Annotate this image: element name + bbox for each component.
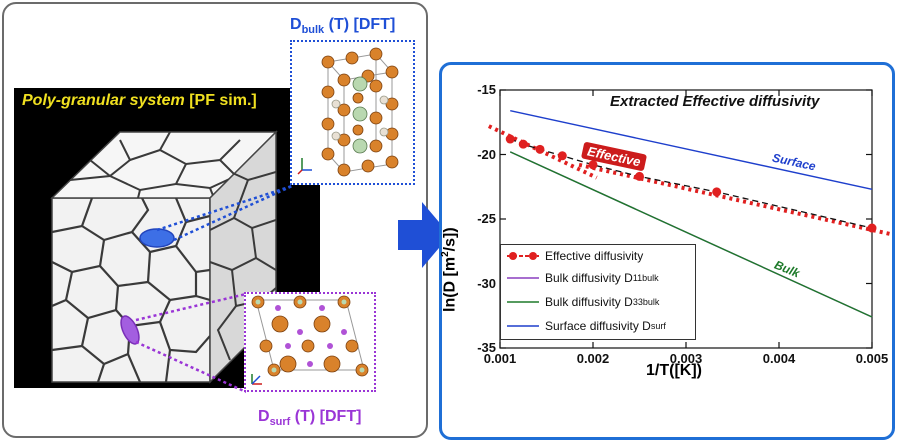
bulk-connector-line-2 <box>173 184 293 242</box>
effective-fit-low-T <box>578 162 893 237</box>
surface-crystal-icon <box>251 295 369 385</box>
plot-legend: Effective diffusivity Bulk diffusivity D… <box>500 244 696 340</box>
legend-item-bulk11: Bulk diffusivity D 11 bulk <box>507 271 659 285</box>
bulk-grain-marker <box>139 228 175 248</box>
effective-point <box>535 144 545 154</box>
poly-granular-title: Poly-granular system [PF sim.] <box>22 92 257 109</box>
effective-line <box>509 138 873 229</box>
right-arrow-icon <box>398 202 450 268</box>
surface-grain-marker <box>120 315 140 345</box>
y-axis-label: ln(D [m2/s]) <box>440 227 459 312</box>
surf-connector-line-2 <box>135 340 247 394</box>
surface-line <box>510 109 873 191</box>
x-tick-label: 0.001 <box>483 351 517 366</box>
diffusivity-plot <box>487 89 893 349</box>
effective-point <box>867 223 877 233</box>
x-tick-label: 0.005 <box>855 351 889 366</box>
bulk-structure-inset <box>290 40 415 185</box>
bulk-diffusivity-label: Dbulk (T) [DFT] <box>290 16 396 37</box>
cube-front-face <box>51 197 211 383</box>
y-tick-label: -15 <box>477 82 496 97</box>
polygranular-cube <box>50 130 293 394</box>
bulk33-line <box>509 151 873 318</box>
x-tick-label: 0.004 <box>762 351 796 366</box>
x-axis-label: 1/T([K]) <box>646 362 702 379</box>
plot-title: Extracted Effective diffusivity <box>610 93 820 110</box>
effective-point <box>588 160 598 170</box>
effective-point <box>518 139 528 149</box>
surf-connector-line <box>135 292 247 322</box>
y-tick-label: -25 <box>477 211 496 226</box>
x-tick-label: 0.003 <box>669 351 703 366</box>
legend-item-bulk33: Bulk diffusivity D 33 bulk <box>507 295 660 309</box>
legend-item-effective: Effective diffusivity <box>507 247 643 265</box>
effective-point <box>505 134 515 144</box>
effective-point <box>635 171 644 181</box>
surface-structure-inset <box>244 292 376 392</box>
axis-ticks <box>499 89 873 349</box>
y-tick-label: -20 <box>477 146 496 162</box>
plot-points <box>505 134 877 233</box>
surface-diffusivity-label: Dsurf (T) [DFT] <box>258 408 362 429</box>
y-tick-label: -35 <box>477 340 496 355</box>
effective-fit-high-T <box>487 124 598 180</box>
x-tick-label: 0.002 <box>576 351 610 366</box>
effective-point <box>712 187 722 197</box>
y-tick-label: -30 <box>477 275 496 291</box>
plot-lines <box>487 109 893 318</box>
bulk-crystal-icon <box>297 47 399 177</box>
effective-point <box>557 151 567 161</box>
